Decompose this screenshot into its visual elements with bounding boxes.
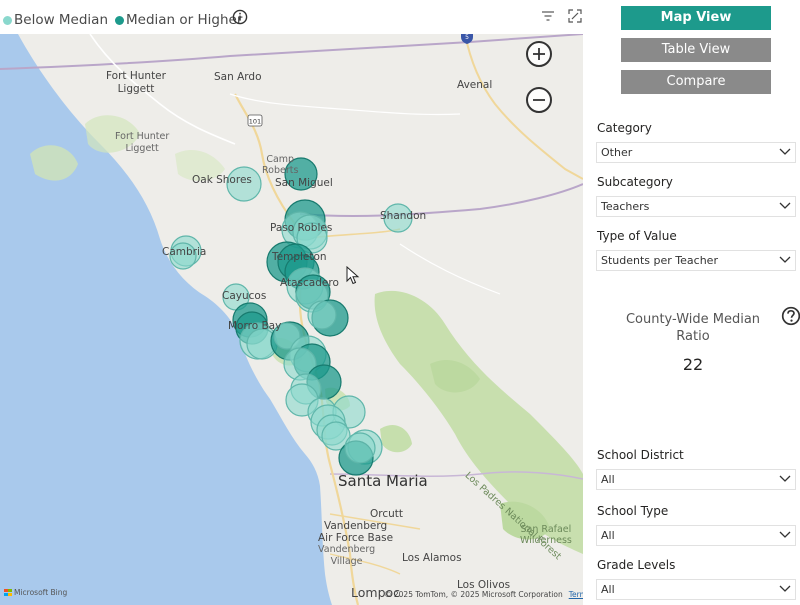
- map-label-camp-roberts: Camp Roberts: [262, 154, 299, 176]
- info-icon[interactable]: [232, 9, 248, 25]
- median-ratio-value: 22: [682, 355, 704, 374]
- map-canvas[interactable]: 101 5 Fort Hunter Liggett San Ardo Avena…: [0, 34, 583, 605]
- bing-label: Microsoft Bing: [14, 588, 68, 597]
- chevron-down-icon: [779, 531, 791, 538]
- school-bubble-below-median[interactable]: [383, 203, 413, 233]
- map-label-san-ardo: San Ardo: [214, 71, 262, 83]
- map-label-cayucos: Cayucos: [222, 290, 267, 302]
- map-label-vandenberg-village: Vandenberg Village: [318, 544, 376, 567]
- zoom-in-button[interactable]: [526, 41, 552, 67]
- map-label-oak-shores: Oak Shores: [192, 174, 252, 186]
- type-of-value-label: Type of Value: [597, 229, 677, 243]
- map-label-morro-bay: Morro Bay: [228, 320, 282, 332]
- map-label-fort-hunter-liggett: Fort Hunter Liggett: [106, 70, 166, 95]
- map-label-lompoc: Lompoc: [351, 585, 401, 600]
- table-view-button[interactable]: Table View: [621, 38, 771, 62]
- map-label-santa-maria: Santa Maria: [338, 472, 428, 490]
- category-label: Category: [597, 121, 652, 135]
- grade-levels-label: Grade Levels: [597, 558, 676, 572]
- median-ratio-title: County-Wide Median Ratio: [625, 312, 761, 344]
- subcategory-value: Teachers: [601, 200, 650, 213]
- subcategory-dropdown[interactable]: Teachers: [596, 196, 796, 217]
- school-bubble-median-or-higher[interactable]: [284, 157, 318, 191]
- school-bubble-below-median[interactable]: [226, 166, 262, 202]
- school-bubbles-layer: [169, 157, 413, 476]
- highway-5-label: 5: [465, 34, 469, 41]
- map-label-cambria: Cambria: [162, 246, 207, 258]
- map-label-los-alamos: Los Alamos: [402, 552, 462, 564]
- question-mark-icon[interactable]: [781, 306, 800, 326]
- legend-label-below: Below Median: [14, 12, 109, 28]
- chevron-down-icon: [779, 148, 791, 155]
- highway-101-shield: 101: [247, 114, 263, 127]
- subcategory-label: Subcategory: [597, 175, 673, 189]
- legend-label-above: Median or Higher: [126, 12, 243, 28]
- grade-levels-dropdown[interactable]: All: [596, 579, 796, 600]
- legend-item-below-median[interactable]: Below Median: [0, 12, 108, 28]
- map-label-paso-robles: Paso Robles: [270, 222, 333, 234]
- map-legend: Below Median Median or Higher: [0, 10, 246, 30]
- chevron-down-icon: [779, 585, 791, 592]
- map-attribution: © 2025 TomTom, © 2025 Microsoft Corporat…: [384, 590, 591, 599]
- school-bubble-below-median[interactable]: [169, 242, 197, 270]
- legend-item-median-or-higher[interactable]: Median or Higher: [112, 12, 242, 28]
- category-value: Other: [601, 146, 633, 159]
- map-visual: Below Median Median or Higher: [0, 8, 591, 605]
- copyright-text: © 2025 TomTom, © 2025 Microsoft Corporat…: [384, 590, 563, 599]
- school-district-value: All: [601, 473, 615, 486]
- school-type-label: School Type: [597, 504, 669, 518]
- chevron-down-icon: [779, 256, 791, 263]
- map-label-orcutt: Orcutt: [370, 508, 404, 520]
- zoom-out-button[interactable]: [526, 87, 552, 113]
- map-label-san-miguel: San Miguel: [275, 177, 333, 189]
- map-label-fort-hunter-liggett-2: Fort Hunter Liggett: [115, 131, 170, 154]
- map-label-vandenberg-afb: Vandenberg Air Force Base: [318, 520, 394, 544]
- highway-101-label: 101: [249, 118, 261, 126]
- focus-mode-icon[interactable]: [568, 8, 582, 23]
- school-bubble-below-median[interactable]: [344, 432, 376, 464]
- highway-5-shield: 5: [461, 34, 473, 44]
- terms-link[interactable]: Terms: [568, 590, 591, 599]
- filter-icon[interactable]: [541, 8, 555, 22]
- bing-attribution: Microsoft Bing: [4, 588, 67, 597]
- category-dropdown[interactable]: Other: [596, 142, 796, 163]
- school-type-dropdown[interactable]: All: [596, 525, 796, 546]
- map-label-san-rafael-wilderness: San Rafael Wilderness: [520, 524, 572, 546]
- school-district-label: School District: [597, 448, 684, 462]
- map-label-templeton: Templeton: [272, 251, 327, 263]
- map-base-layer: 101 5: [0, 34, 583, 605]
- legend-marker-below: [3, 15, 12, 25]
- minus-icon: [533, 99, 545, 101]
- map-label-los-olivos: Los Olivos: [457, 579, 511, 591]
- type-of-value-dropdown[interactable]: Students per Teacher: [596, 250, 796, 271]
- compare-button[interactable]: Compare: [621, 70, 771, 94]
- school-bubble-below-median[interactable]: [321, 421, 351, 451]
- school-type-value: All: [601, 529, 615, 542]
- grade-levels-value: All: [601, 583, 615, 596]
- chevron-down-icon: [779, 202, 791, 209]
- school-bubble-below-median[interactable]: [307, 300, 337, 330]
- chevron-down-icon: [779, 475, 791, 482]
- type-of-value-value: Students per Teacher: [601, 254, 718, 267]
- plus-icon: [533, 48, 545, 60]
- map-view-button[interactable]: Map View: [621, 6, 771, 30]
- cursor-arrow-icon: [346, 265, 360, 290]
- school-district-dropdown[interactable]: All: [596, 469, 796, 490]
- microsoft-logo-icon: [4, 588, 12, 597]
- legend-marker-above: [115, 15, 125, 25]
- side-panel: Map View Table View Compare Category Oth…: [583, 0, 800, 605]
- map-label-avenal: Avenal: [457, 79, 493, 91]
- map-label-shandon: Shandon: [380, 210, 427, 222]
- map-label-atascadero: Atascadero: [280, 277, 339, 289]
